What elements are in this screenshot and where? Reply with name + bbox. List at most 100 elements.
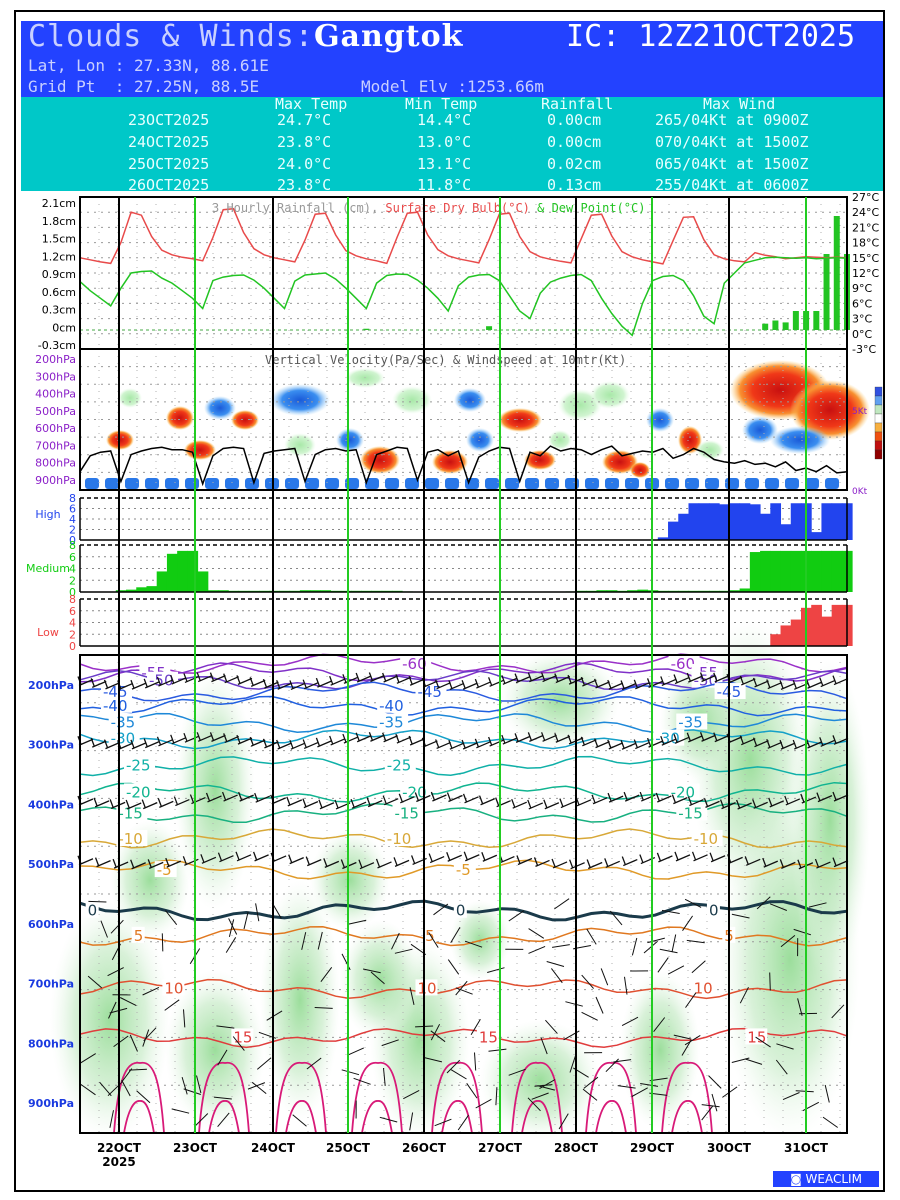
wind-barb [266,1010,283,1021]
wind-barb [237,737,253,745]
wind-barb [489,739,504,747]
isotherm-label-bg [745,1028,768,1045]
wind-barb-feather [819,737,824,746]
wind-barb-feather [797,859,802,868]
low-level-blue-cell [745,478,759,489]
wind-barb [737,802,752,810]
wind-barb [290,742,306,750]
wind-barb [201,856,217,864]
wind-barb [362,968,381,974]
wind-barb [780,742,796,750]
high-cloud-bar [698,503,710,540]
wind-barb-feather [620,680,625,689]
wind-barb [708,1075,722,1089]
wind-barb-feather [752,799,757,808]
medium-cloud-bar [780,550,792,592]
wind-barb [807,681,822,689]
wind-barb-feather [130,679,135,689]
isotherm-label-bg [714,683,746,700]
wind-barb [739,986,749,1004]
wind-barb [447,959,460,975]
vv-colorbar-cell [874,431,883,442]
wind-barb-feather [414,792,419,801]
wind-barb [409,1112,414,1131]
vertical-velocity-blob [392,386,432,414]
isotherm-label-bg [116,830,148,847]
wind-barb [450,927,461,943]
wind-barb-feather [501,734,506,744]
wind-barb-feather [189,794,195,803]
cloud-tick-label: 0 [69,586,76,599]
isotherm-label-bg [377,696,409,713]
isotherm-label: -35 [379,714,404,732]
wind-barb [207,795,222,803]
wind-barb-feather [461,679,466,689]
wind-barb [144,681,160,689]
wind-barb [136,1090,151,1104]
wind-barb [183,1009,186,1028]
wind-barb-feather [511,798,516,808]
wind-barb [183,1088,201,1095]
low-cloud-bar [780,625,792,646]
wind-barb-feather [221,791,227,801]
low-level-blue-cell [285,478,299,489]
wind-barb [164,999,180,1011]
title-segment: 3 Hourly Rainfall (cm), [212,201,378,215]
wind-barb [793,928,812,936]
wind-barb [251,1081,267,1094]
wind-barb [714,675,730,683]
wind-barb [80,1053,96,1064]
wind-barb-feather [580,676,585,686]
wind-barb [595,681,610,689]
wind-barb [782,1092,800,1101]
wind-barb [165,910,178,926]
wind-barb [158,739,173,747]
wind-barb [495,1087,498,1106]
wind-barb [383,1067,386,1086]
wind-barb-feather [342,733,347,743]
wind-barb-feather [238,791,243,801]
wind-barb-feather [779,680,784,689]
wind-barb-feather [196,672,201,681]
low-level-blue-cell [485,478,499,489]
wind-barb [277,742,292,750]
wind-barb-feather [673,674,678,683]
date-axis-label: 25OCT [326,1141,371,1155]
wind-barb [569,1055,577,1073]
wind-barb [608,742,624,750]
wind-barb [686,939,705,944]
wind-barb [576,799,592,807]
vv-colorbar-cell [874,413,883,424]
wind-barb [701,1104,720,1108]
weaclim-logo: ◙ WEACLIM [773,1171,879,1187]
vv-pressure-label: 900hPa [35,474,76,487]
wind-barb-feather [329,675,334,685]
row-wind: 255/04Kt at 0600Z [655,176,809,194]
wind-barb-feather [143,738,148,747]
wind-barb [781,861,796,869]
wind-barb [343,676,359,684]
wind-barb-feather [205,792,211,802]
wind-barb [496,800,511,808]
wind-barb-feather [699,672,705,681]
row-max-temp: 24.0°C [277,155,332,173]
wind-barb [684,1034,701,1046]
wind-barb [320,966,333,983]
wind-barb [88,900,107,903]
medium-cloud-bar [177,550,188,592]
row-date: 25OCT2025 [128,155,210,173]
low-level-blue-cell [445,478,459,489]
medium-cloud-bar [136,587,147,592]
wind-barb [236,854,252,862]
wind-barb-feather [398,793,403,803]
low-level-blue-cell [625,478,639,489]
wind-barb-feather [621,856,626,865]
isotherm-label: -60 [671,655,696,673]
wind-barb [159,800,174,808]
wind-barb [801,796,817,804]
cloud-tick-label: 8 [69,593,76,606]
wind-barb [682,915,694,931]
row-min-temp: 13.0°C [417,133,472,151]
temp-tick-label: 9°C [852,282,872,295]
wind-barb [797,998,803,1016]
